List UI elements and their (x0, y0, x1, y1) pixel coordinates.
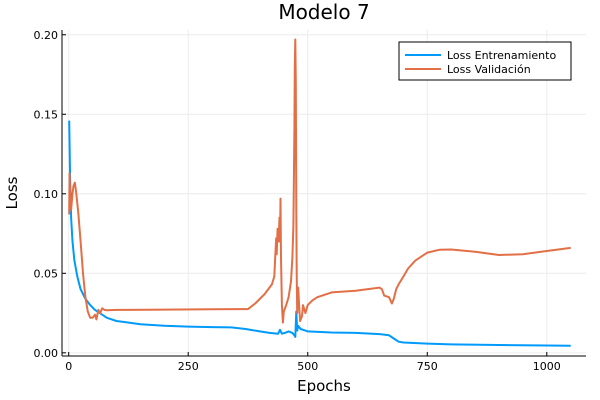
x-tick-label: 0 (65, 360, 72, 373)
series-line-val (68, 38, 571, 324)
y-tick-label: 0.15 (34, 108, 59, 121)
x-ticks: 0 250 500 750 1000 (65, 352, 561, 373)
chart-title: Modelo 7 (278, 0, 369, 24)
y-tick-label: 0.05 (34, 267, 59, 280)
legend: Loss Entrenamiento Loss Validación (398, 41, 572, 81)
legend-box (398, 41, 572, 81)
axes (61, 30, 586, 357)
grid (62, 30, 586, 356)
x-axis-title: Epochs (297, 377, 351, 395)
x-tick-label: 750 (417, 360, 438, 373)
y-axis-title: Loss (3, 176, 21, 209)
x-tick-label: 500 (297, 360, 318, 373)
legend-label-val: Loss Validación (447, 63, 531, 76)
legend-label-train: Loss Entrenamiento (447, 49, 556, 62)
y-ticks: 0.00 0.05 0.10 0.15 0.20 (34, 29, 66, 360)
y-tick-label: 0.10 (34, 188, 59, 201)
x-tick-label: 250 (178, 360, 199, 373)
x-tick-label: 1000 (533, 360, 561, 373)
y-tick-label: 0.20 (34, 29, 59, 42)
y-tick-label: 0.00 (34, 347, 59, 360)
series-lines (68, 38, 571, 347)
series-line-train (68, 120, 571, 347)
